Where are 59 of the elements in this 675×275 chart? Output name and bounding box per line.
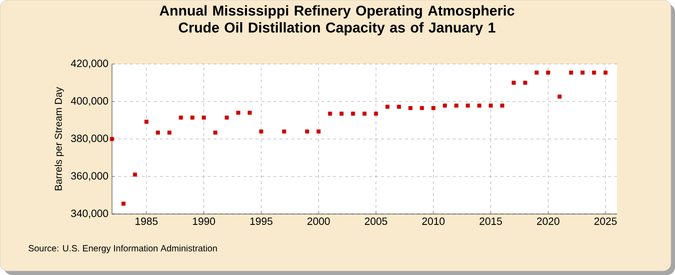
point xyxy=(282,130,286,134)
x-tick-label: 1995 xyxy=(250,218,272,225)
point xyxy=(351,112,356,116)
point xyxy=(202,116,206,120)
point xyxy=(316,130,321,134)
y-tick-label: 340,000 xyxy=(71,210,108,218)
point xyxy=(259,130,264,134)
point xyxy=(328,112,332,116)
point xyxy=(132,172,137,177)
point xyxy=(110,137,114,141)
point xyxy=(558,94,562,99)
point xyxy=(477,104,482,108)
y-tick-label: 420,000 xyxy=(70,60,108,68)
point xyxy=(362,112,366,116)
x-tick-label: 2020 xyxy=(537,218,560,225)
point xyxy=(454,104,458,108)
x-tick-label: 1985 xyxy=(136,218,158,225)
point xyxy=(178,116,183,120)
point xyxy=(213,130,218,135)
point xyxy=(569,70,574,75)
point xyxy=(523,80,528,85)
point xyxy=(156,130,160,135)
point xyxy=(190,116,194,120)
point xyxy=(488,104,493,108)
x-tick-label: 2010 xyxy=(422,218,445,225)
point xyxy=(248,110,252,115)
point xyxy=(305,130,310,134)
point xyxy=(466,104,470,108)
x-tick-label: 2015 xyxy=(480,218,502,225)
point xyxy=(500,104,504,108)
point xyxy=(580,70,585,75)
point xyxy=(512,80,516,85)
x-tick-label: 2000 xyxy=(307,218,330,225)
point xyxy=(121,202,126,206)
point xyxy=(236,110,240,115)
point xyxy=(224,116,229,120)
point xyxy=(374,112,378,116)
x-tick-label: 1990 xyxy=(192,218,216,225)
y-tick-label: 360,000 xyxy=(71,172,108,181)
point xyxy=(442,104,447,108)
point xyxy=(396,104,401,109)
point xyxy=(144,120,148,124)
point xyxy=(340,112,344,116)
chart-title: Annual Mississippi Refinery Operating Atmospheric Crude Oil Distillation Capacity as of January 1 xyxy=(160,5,514,36)
y-tick-label: 380,000 xyxy=(71,134,108,144)
point xyxy=(385,104,390,109)
point xyxy=(408,106,412,110)
point xyxy=(546,70,550,75)
point xyxy=(604,70,608,75)
y-axis-title: Barrels per Stream Day xyxy=(54,86,64,190)
source-note: Source: U.S. Energy Information Administration xyxy=(28,244,217,254)
point xyxy=(592,70,596,75)
point xyxy=(431,106,436,110)
y-tick-label: 400,000 xyxy=(70,97,108,106)
point xyxy=(167,130,172,135)
x-tick-label: 2025 xyxy=(594,218,617,225)
x-tick-label: 2005 xyxy=(364,218,388,225)
point xyxy=(534,70,539,75)
point xyxy=(420,106,424,110)
